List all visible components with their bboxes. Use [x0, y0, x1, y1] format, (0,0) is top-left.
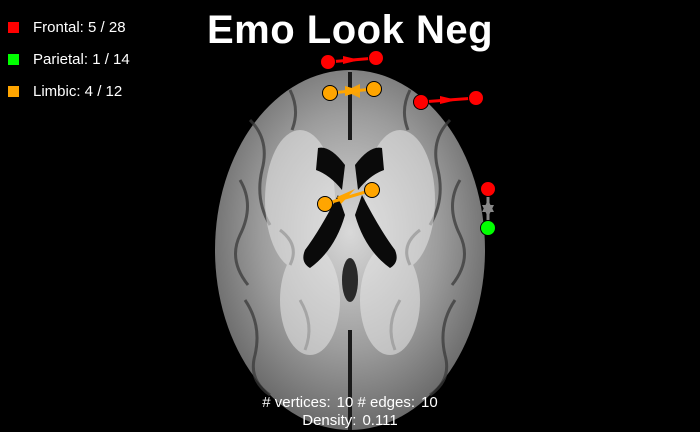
legend-swatch-frontal	[8, 22, 19, 33]
node-frontal-n3	[413, 94, 429, 110]
legend-item-parietal: Parietal: 1 / 14	[8, 48, 130, 71]
density-value: 0.111	[362, 412, 398, 429]
edge-n1-n2-arrow	[343, 56, 360, 64]
figure-title: Emo Look Neg	[206, 8, 494, 52]
legend-item-frontal: Frontal: 5 / 28	[8, 16, 130, 39]
node-frontal-n5	[480, 181, 496, 197]
edge-n8-n9-arrow	[337, 189, 355, 204]
brain-slice-image	[215, 70, 485, 430]
node-limbic-n8	[317, 196, 333, 212]
node-frontal-n4	[468, 90, 484, 106]
stats-row-density: Density: 0.111	[0, 412, 700, 430]
vertices-value: 10	[336, 394, 354, 411]
node-limbic-n6	[322, 85, 338, 101]
edge-n3-n4-arrow	[440, 96, 457, 104]
legend-label-limbic: Limbic: 4 / 12	[33, 83, 123, 100]
stats-row-counts: # vertices: 10 # edges: 10	[0, 394, 700, 412]
node-frontal-n2	[368, 50, 384, 66]
network-stats: # vertices: 10 # edges: 10 Density: 0.111	[0, 394, 700, 430]
node-limbic-n9	[364, 182, 380, 198]
edge-n5-n10-arrow-down	[482, 205, 494, 217]
network-nodes	[317, 50, 496, 236]
edge-n6-n7-arrow-b	[345, 84, 360, 98]
legend-item-limbic: Limbic: 4 / 12	[8, 80, 130, 103]
vertices-label: # vertices:	[262, 394, 331, 411]
legend-swatch-limbic	[8, 86, 19, 97]
edge-n8-n9	[324, 188, 373, 206]
node-frontal-n1	[320, 54, 336, 70]
node-limbic-n7	[366, 81, 382, 97]
legend-label-frontal: Frontal: 5 / 28	[33, 19, 126, 36]
edges-label: # edges:	[357, 394, 416, 411]
node-parietal-n10	[480, 220, 496, 236]
legend: Frontal: 5 / 28 Parietal: 1 / 14 Limbic:…	[8, 16, 130, 112]
edges-value: 10	[421, 394, 438, 411]
legend-label-parietal: Parietal: 1 / 14	[33, 51, 130, 68]
density-label: Density:	[302, 412, 357, 429]
legend-swatch-parietal	[8, 54, 19, 65]
